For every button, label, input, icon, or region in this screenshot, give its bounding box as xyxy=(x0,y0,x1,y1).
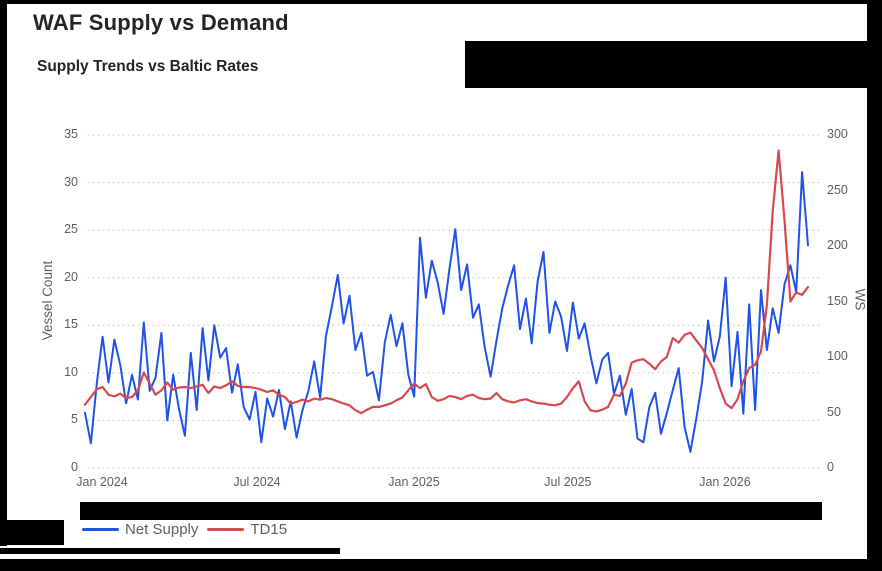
redaction-box-header xyxy=(465,41,870,88)
y-axis-tick-right: 200 xyxy=(827,238,848,252)
legend: Net Supply TD15 xyxy=(82,521,287,538)
legend-item-td15[interactable]: TD15 xyxy=(207,521,287,538)
x-axis-tick: Jul 2024 xyxy=(233,475,281,489)
redaction-border-bottom xyxy=(0,559,882,571)
y-axis-tick-right: 50 xyxy=(827,404,841,419)
legend-label: TD15 xyxy=(250,521,288,538)
redaction-border-right xyxy=(867,0,882,571)
net-supply-line-swatch xyxy=(82,527,119,532)
x-axis-tick: Jan 2024 xyxy=(76,475,128,489)
x-axis-tick: Jul 2025 xyxy=(544,475,592,489)
redaction-box-bottom-left xyxy=(0,520,64,545)
y-axis-tick-right: 100 xyxy=(827,349,848,363)
y-axis-tick-left: 25 xyxy=(64,222,78,237)
y-axis-tick-right: 250 xyxy=(827,182,848,197)
y-axis-tick-right: 150 xyxy=(827,293,848,308)
legend-label: Net Supply xyxy=(125,521,199,538)
legend-item-net-supply[interactable]: Net Supply xyxy=(82,521,198,538)
chart-title: Supply Trends vs Baltic Rates xyxy=(37,58,259,75)
redaction-border-left xyxy=(0,0,7,546)
redaction-border-top xyxy=(0,0,882,4)
redaction-box-above-legend xyxy=(80,502,822,520)
td15-line-swatch xyxy=(207,527,245,532)
y-axis-title-right: WS xyxy=(852,288,868,311)
x-axis-tick: Jan 2026 xyxy=(699,475,751,489)
y-axis-tick-left: 10 xyxy=(64,364,78,379)
y-axis-tick-left: 35 xyxy=(64,127,78,141)
y-axis-tick-left: 5 xyxy=(71,412,78,427)
page-title: WAF Supply vs Demand xyxy=(33,10,289,35)
y-axis-tick-left: 15 xyxy=(64,317,78,332)
y-axis-tick-right: 0 xyxy=(827,460,834,474)
y-axis-title-left: Vessel Count xyxy=(40,260,55,341)
y-axis-tick-left: 20 xyxy=(64,269,78,284)
y-axis-tick-left: 0 xyxy=(71,460,78,474)
y-axis-tick-left: 30 xyxy=(64,174,78,189)
y-axis-tick-right: 300 xyxy=(827,127,848,141)
redaction-box-bottom-thin xyxy=(0,548,340,554)
x-axis-tick: Jan 2025 xyxy=(388,475,440,489)
